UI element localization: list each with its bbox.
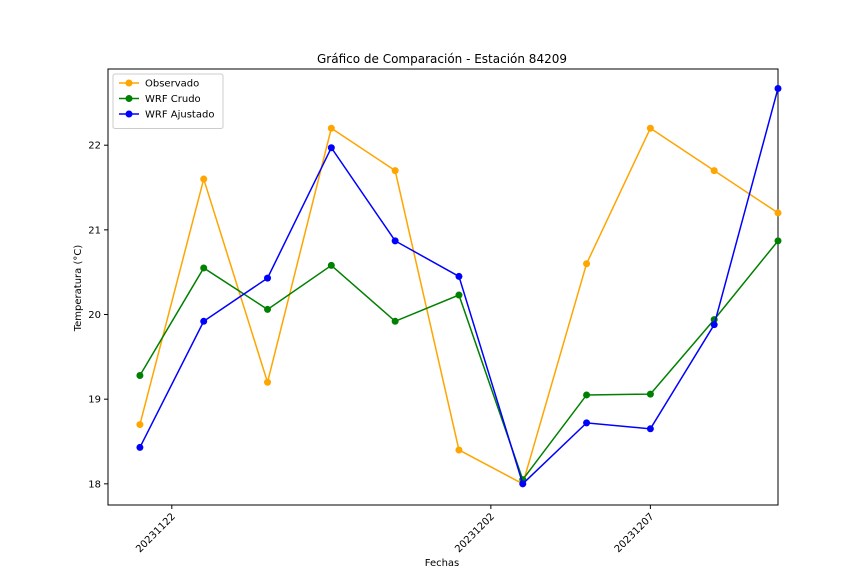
data-point [519, 480, 527, 488]
data-point [391, 167, 399, 175]
data-point [391, 237, 399, 245]
data-point [327, 124, 335, 132]
y-tick-label: 18 [88, 479, 101, 490]
data-point [583, 419, 591, 427]
legend-item: Observado [119, 79, 199, 90]
data-point [327, 144, 335, 152]
y-tick-label: 21 [88, 225, 101, 236]
legend: Observado WRF Crudo WRF Ajustado [112, 73, 224, 129]
y-tick-label: 19 [88, 395, 101, 406]
data-point [264, 274, 272, 282]
data-point [710, 167, 718, 175]
data-point [646, 124, 654, 132]
x-tick-label: 20231202 [453, 511, 497, 555]
legend-marker [125, 95, 133, 102]
legend-item: WRF Crudo [119, 94, 201, 105]
data-point [264, 378, 272, 386]
y-axis-label: Temperatura (°C) [73, 245, 84, 333]
data-point [264, 305, 272, 313]
chart-title: Gráfico de Comparación - Estación 84209 [317, 52, 567, 66]
data-point [327, 261, 335, 269]
series-line [139, 88, 779, 486]
plot-frame [107, 68, 779, 506]
x-axis-label: Fechas [425, 558, 460, 569]
data-point [583, 391, 591, 399]
data-point [774, 84, 782, 92]
series-2 [136, 84, 782, 488]
data-point [136, 421, 144, 429]
legend-box [112, 73, 224, 129]
y-tick-label: 20 [88, 310, 101, 321]
data-point [455, 272, 463, 280]
series-line [139, 127, 779, 485]
y-axis: 18 19 20 21 22 [88, 141, 108, 490]
legend-label: WRF Ajustado [145, 110, 214, 121]
data-point [774, 209, 782, 217]
legend-label: Observado [145, 79, 199, 90]
x-tick-label: 20231122 [134, 511, 178, 555]
x-axis: 20231122 20231202 20231207 [134, 505, 657, 555]
legend-label: WRF Crudo [145, 94, 201, 105]
data-point [391, 317, 399, 325]
legend-marker [125, 79, 133, 87]
data-point [136, 371, 144, 379]
data-point [774, 237, 782, 245]
series-0 [136, 124, 782, 488]
data-point [200, 175, 208, 183]
data-point [200, 317, 208, 325]
data-point [646, 390, 654, 398]
legend-item: WRF Ajustado [119, 110, 214, 121]
data-point [200, 264, 208, 272]
data-point [455, 446, 463, 454]
series-layer [136, 84, 782, 488]
y-tick-label: 22 [88, 141, 101, 152]
data-point [646, 425, 654, 433]
plot-area [107, 68, 779, 506]
data-point [136, 443, 144, 451]
x-tick-label: 20231207 [613, 511, 657, 555]
legend-marker [125, 110, 133, 118]
data-point [583, 260, 591, 268]
data-point [710, 321, 718, 329]
data-point [455, 291, 463, 299]
